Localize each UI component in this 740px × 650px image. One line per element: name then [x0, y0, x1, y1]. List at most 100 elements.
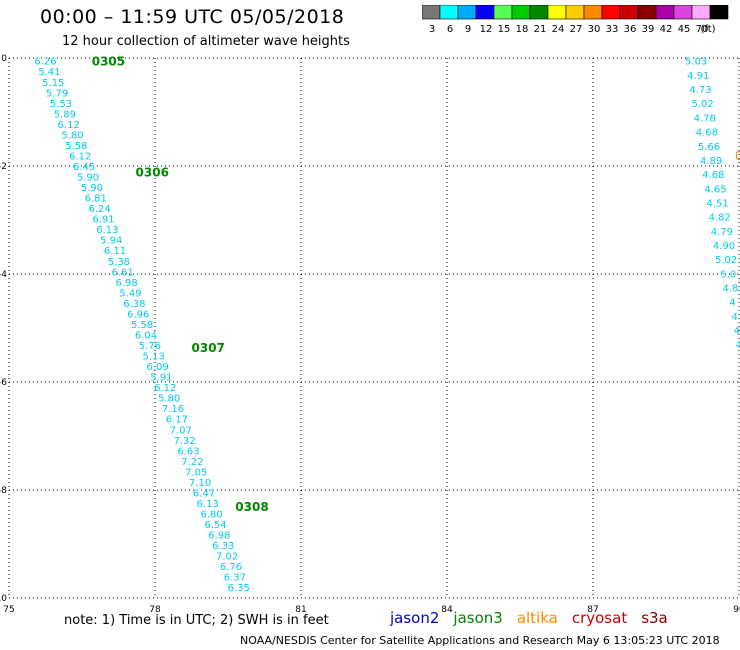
wave-height-value: 5.94 [100, 236, 122, 247]
y-tick-label: -6 [0, 378, 7, 388]
x-tick-label: 90 [733, 605, 740, 612]
time-stamp-label: 0306 [136, 165, 169, 179]
wave-height-value: 7.02 [216, 552, 238, 563]
color-scale-label: 42 [660, 24, 673, 35]
wave-height-value: 4.68 [702, 170, 724, 181]
wave-height-value: 5.58 [131, 320, 153, 331]
wave-height-value: 5.02 [715, 255, 737, 266]
wave-height-value: 5.58 [65, 141, 87, 152]
wave-height-value: 5.0 [720, 269, 736, 280]
color-scale-label: 6 [447, 24, 453, 35]
wave-height-value: 7.07 [170, 425, 192, 436]
satellite-legend-item: jason2 [390, 609, 440, 627]
footer-credit: NOAA/NESDIS Center for Satellite Applica… [240, 634, 720, 647]
satellite-legend-item: jason3 [453, 609, 503, 627]
x-tick-label: 78 [149, 605, 161, 612]
wave-height-value: 4.82 [709, 213, 731, 224]
page-title: 00:00 – 11:59 UTC 05/05/2018 [40, 6, 345, 28]
wave-height-value: 5.80 [158, 394, 180, 405]
x-tick-label: 81 [295, 605, 306, 612]
wave-height-value: 4.89 [700, 156, 722, 167]
wave-height-value: 5.49 [119, 288, 141, 299]
color-scale-label: 33 [606, 24, 619, 35]
wave-height-value: 6.45 [73, 162, 95, 173]
y-tick-label: 0 [1, 54, 7, 64]
wave-height-value: 6.63 [177, 446, 199, 457]
y-tick-label: -8 [0, 486, 7, 496]
wave-height-value: 6.81 [85, 194, 107, 205]
satellite-legend-item: altika [516, 609, 558, 627]
wave-height-value: 4.51 [706, 198, 728, 209]
wave-height-value: 6.12 [58, 120, 80, 131]
x-tick-label: 75 [3, 605, 14, 612]
satellite-legend-item: s3a [641, 609, 668, 627]
wave-height-value: 5.41 [38, 67, 60, 78]
wave-height-value: 6.61 [112, 267, 134, 278]
wave-height-value: 5.15 [42, 78, 64, 89]
footer-note: note: 1) Time is in UTC; 2) SWH is in fe… [64, 613, 329, 628]
wave-height-chart: 75 78 81 84 87 90 0 -2 -4 -6 -8 -10 6.265.415.155.79… [0, 54, 740, 612]
satellite-legend-item: cryosat [571, 609, 628, 627]
color-scale-label: 21 [534, 24, 547, 35]
wave-height-value: 6.54 [204, 520, 226, 531]
wave-height-value: 6.26 [34, 57, 56, 68]
time-stamp-label: 0308 [235, 500, 268, 514]
wave-height-value: 7.05 [185, 467, 207, 478]
wave-height-value: 4 [734, 326, 740, 337]
edge-label: 0 [735, 149, 740, 163]
wave-height-value: 6.11 [104, 246, 126, 257]
wave-height-value: 5.03 [685, 57, 707, 68]
color-scale-label: 15 [498, 24, 511, 35]
wave-height-value: 4.68 [696, 128, 718, 139]
wave-height-value: 5.79 [46, 88, 68, 99]
color-scale-label: 3 [429, 24, 435, 35]
wave-height-value: 6.35 [228, 583, 250, 594]
wave-height-value: 7.22 [181, 457, 203, 468]
wave-height-value: 5.02 [691, 99, 713, 110]
wave-height-value: 4.79 [711, 227, 733, 238]
wave-height-value: 4.65 [704, 184, 726, 195]
wave-height-value: 6.13 [96, 225, 118, 236]
wave-height-value: 6.12 [69, 151, 91, 162]
color-scale-label: 12 [480, 24, 493, 35]
wave-height-value: 4 [736, 340, 740, 351]
color-scale-label: 27 [570, 24, 583, 35]
y-tick-label: -2 [0, 162, 7, 172]
wave-height-value: 5.13 [143, 352, 165, 363]
wave-height-value: 4 [732, 312, 738, 323]
wave-height-value: 6.24 [88, 204, 110, 215]
wave-height-value: 6.96 [127, 309, 149, 320]
wave-height-value: 4.73 [689, 85, 711, 96]
wave-height-value: 6.76 [220, 562, 242, 573]
color-scale-label: 70 [696, 24, 709, 35]
wave-height-value: 5.66 [698, 142, 720, 153]
wave-height-value: 5.80 [61, 130, 83, 141]
wave-height-value: 7.16 [162, 404, 184, 415]
wave-height-value: 5.90 [77, 173, 99, 184]
wave-height-value: 5.89 [54, 109, 76, 120]
wave-height-value: 7.10 [189, 478, 211, 489]
y-tick-label: -4 [0, 270, 7, 280]
wave-height-value: 6.09 [146, 362, 168, 373]
color-scale-unit: (ft) [700, 24, 715, 35]
wave-height-value: 7.32 [173, 436, 195, 447]
x-tick-label: 87 [587, 605, 598, 612]
wave-height-value: 4.91 [687, 71, 709, 82]
wave-height-value: 6.17 [166, 415, 188, 426]
wave-height-value: 6.33 [212, 541, 234, 552]
wave-height-value: 5.76 [139, 341, 161, 352]
color-swatch [709, 5, 729, 20]
wave-height-value: 4.90 [713, 241, 735, 252]
wave-height-value: 5.90 [81, 183, 103, 194]
wave-height-value: 4.78 [694, 113, 716, 124]
wave-height-value: 6.98 [116, 278, 138, 289]
y-tick-label: -10 [0, 594, 7, 604]
color-scale-label: 39 [642, 24, 655, 35]
wave-height-value: 6.12 [154, 383, 176, 394]
x-tick-label: 84 [441, 605, 453, 612]
satellite-legend: jason2 jason3 altika cryosat s3a [390, 609, 682, 627]
color-scale-label: 30 [588, 24, 601, 35]
wave-height-value: 6.91 [92, 215, 114, 226]
wave-height-value: 4 [729, 298, 735, 309]
wave-height-value: 5.91 [150, 373, 172, 384]
